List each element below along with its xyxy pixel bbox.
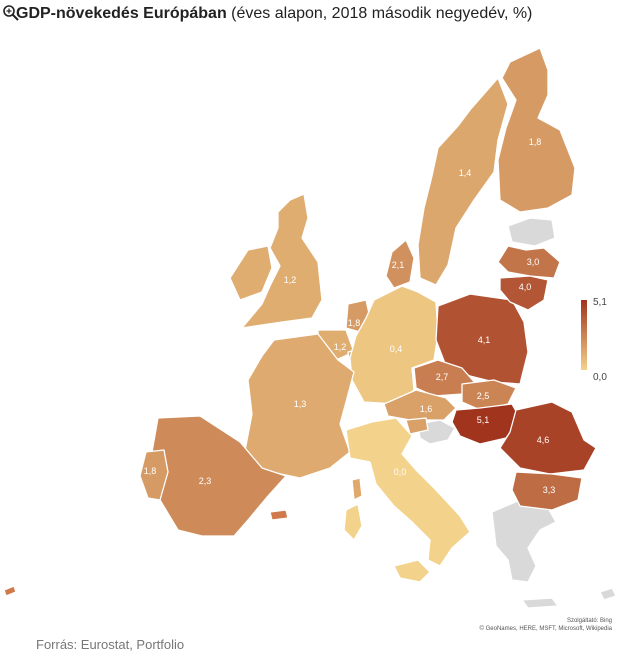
value-label-romania: 4,6: [537, 435, 550, 445]
attribution-credits: © GeoNames, HERE, MSFT, Microsoft, Wikip…: [479, 626, 612, 632]
value-label-austria: 1,6: [420, 404, 433, 414]
legend-gradient-bar: [581, 300, 587, 370]
region-poland: [435, 293, 529, 385]
region-madeira: [3, 585, 17, 597]
value-label-spain: 2,3: [199, 476, 212, 486]
value-label-denmark: 2,1: [392, 260, 405, 270]
map-title: GDP-növekedés Európában (éves alapon, 20…: [16, 5, 532, 23]
value-label-netherlands: 1,8: [348, 318, 361, 328]
value-label-czechia: 2,7: [436, 372, 449, 382]
value-label-germany: 0,4: [390, 344, 403, 354]
region-germany: [349, 285, 439, 405]
region-latvia: [497, 245, 561, 279]
region-uk: [241, 193, 323, 329]
region-austria: [383, 389, 457, 421]
value-label-france: 1,3: [294, 399, 307, 409]
value-label-uk: 1,2: [284, 275, 297, 285]
value-label-poland: 4,1: [478, 335, 491, 345]
attribution-provider: Szolgáltató: Bing: [566, 618, 612, 624]
value-label-finland: 1,8: [529, 137, 542, 147]
region-lithuania: [499, 275, 549, 311]
value-label-bulgaria: 3,3: [543, 485, 556, 495]
color-legend: 5,1 0,0: [581, 297, 607, 383]
region-france: [243, 333, 355, 479]
legend-max-label: 5,1: [593, 297, 607, 308]
region-sardinia: [343, 503, 363, 541]
region-bulgaria: [511, 471, 583, 511]
source-note: Forrás: Eurostat, Portfolio: [36, 637, 185, 652]
legend-min-label: 0,0: [593, 372, 607, 383]
region-ireland: [229, 245, 273, 301]
value-label-hungary: 5,1: [477, 415, 490, 425]
zoom-icon[interactable]: [2, 4, 20, 22]
region-crete-nodata: [521, 597, 559, 609]
value-label-belgium: 1,2: [334, 342, 347, 352]
region-sicily: [393, 559, 431, 583]
region-corsica: [351, 477, 363, 501]
map-title-rest: (éves alapon, 2018 második negyedév, %): [226, 5, 533, 22]
value-label-sweden: 1,4: [459, 168, 472, 178]
region-finland: [497, 47, 576, 213]
value-label-latvia: 3,0: [527, 257, 540, 267]
map-title-bold: GDP-növekedés Európában: [16, 5, 227, 22]
region-greece-nodata: [491, 499, 557, 583]
map-attribution: Szolgáltató: Bing © GeoNames, HERE, MSFT…: [480, 617, 612, 633]
region-denmark: [385, 239, 415, 289]
region-portugal: [139, 449, 169, 501]
region-romania: [499, 401, 597, 475]
region-cyprus-nodata: [599, 587, 617, 601]
region-slovenia: [405, 417, 429, 435]
region-italy: [345, 417, 471, 567]
value-label-italy: 0,0: [394, 467, 407, 477]
region-estonia-nodata: [507, 217, 556, 247]
region-mallorca: [269, 509, 289, 521]
value-label-slovakia: 2,5: [477, 391, 490, 401]
region-sweden: [417, 77, 509, 286]
value-label-lithuania: 4,0: [519, 282, 532, 292]
value-label-portugal: 1,8: [144, 466, 157, 476]
